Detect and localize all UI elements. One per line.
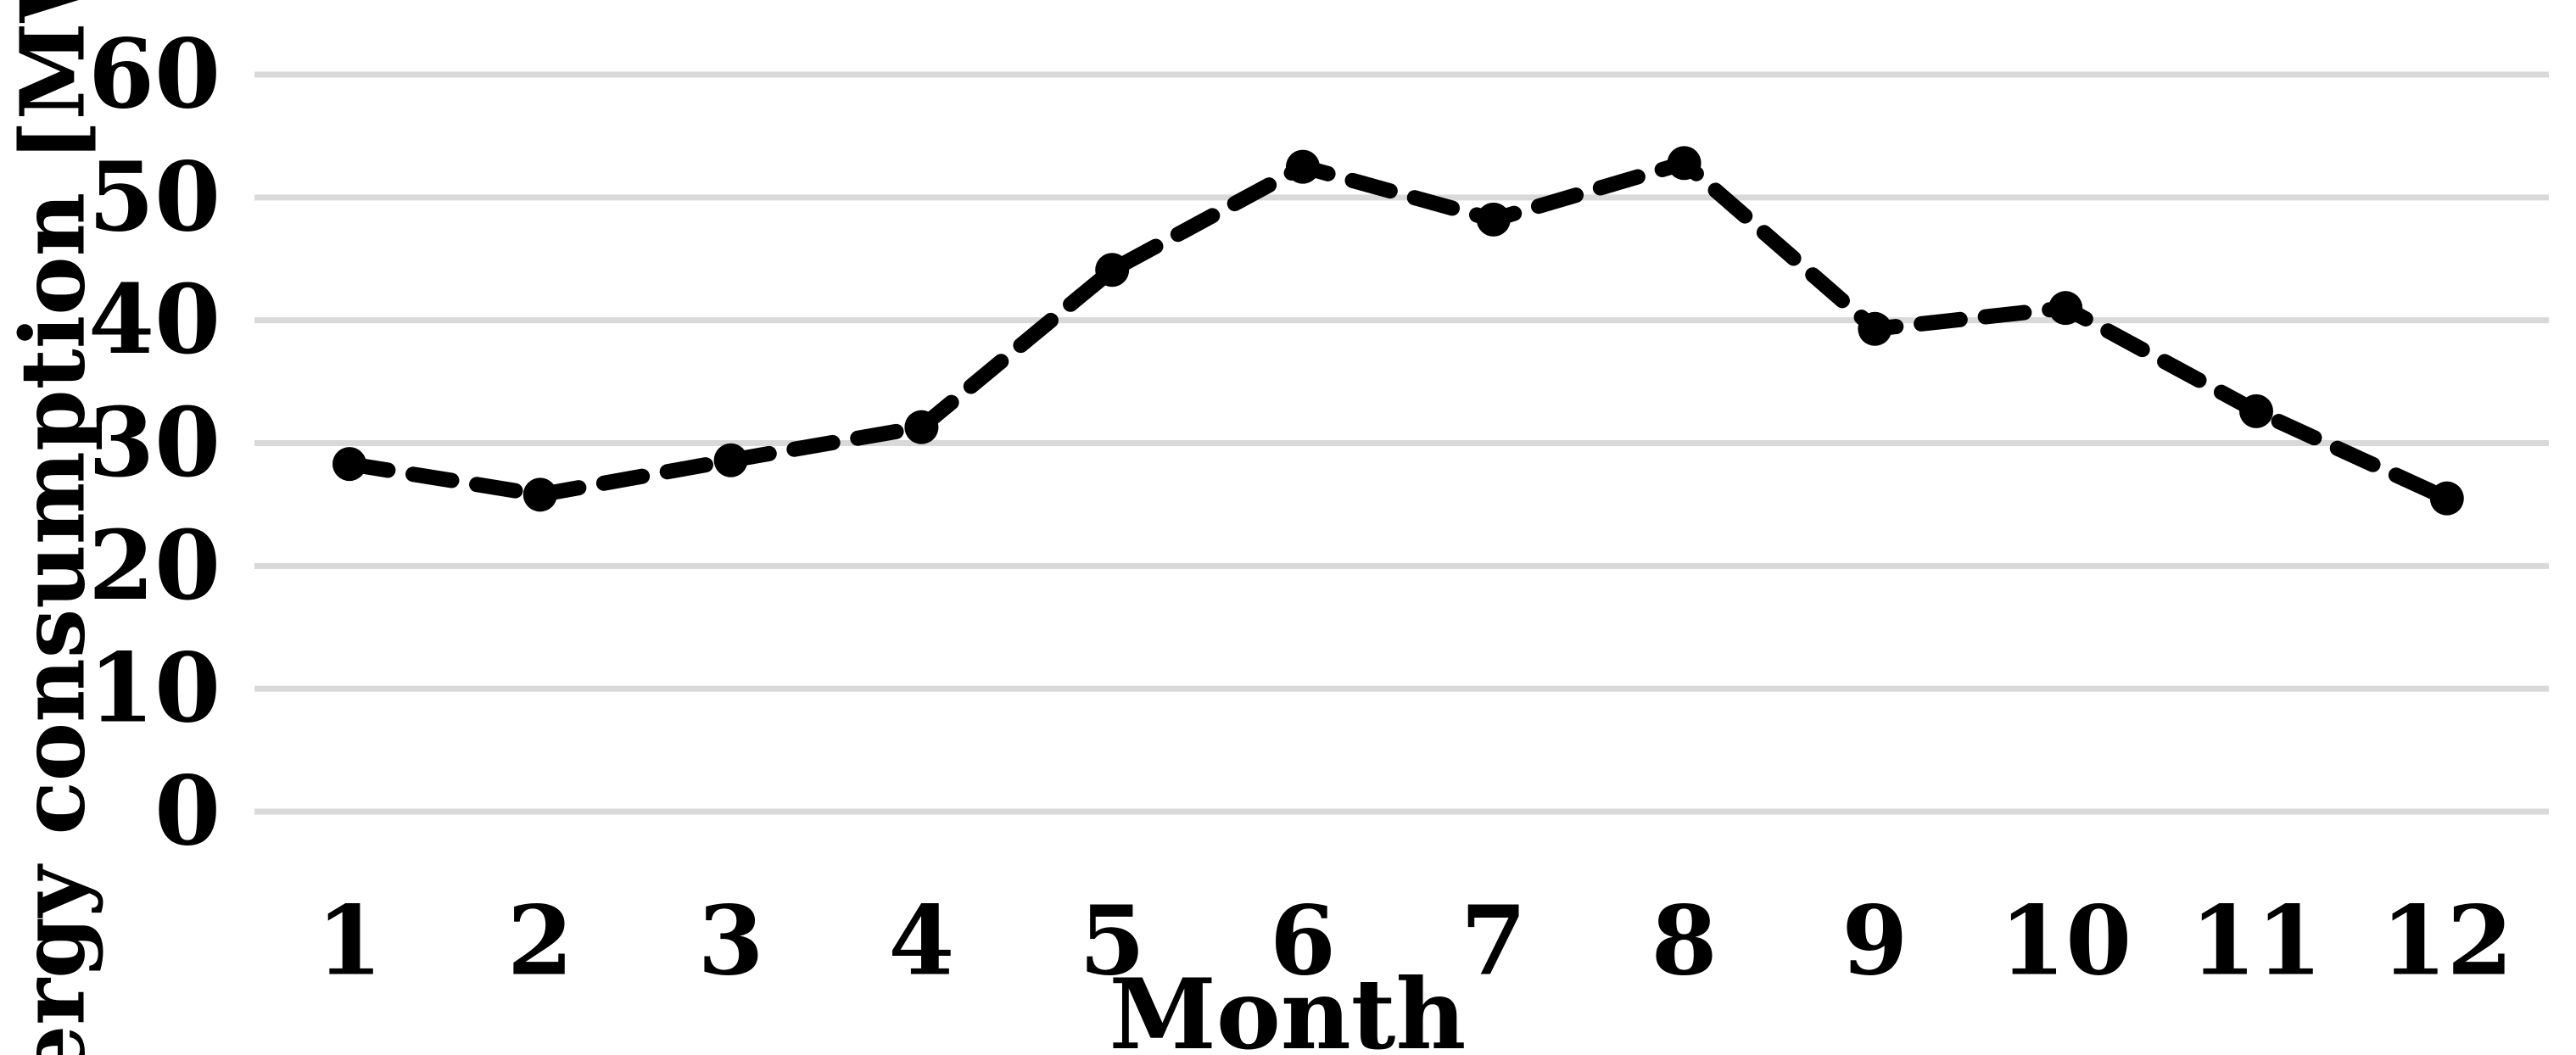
data-point-marker <box>904 410 939 444</box>
x-tick-label: 12 <box>2381 886 2513 997</box>
y-axis-title: Energy consumption [MW] <box>0 0 105 1055</box>
x-tick-label: 2 <box>507 886 573 997</box>
x-tick-label: 3 <box>698 886 764 997</box>
data-point-marker <box>713 443 748 477</box>
y-tick-label: 40 <box>88 265 221 376</box>
x-tick-labels: 1 2 3 4 5 6 7 8 9 10 11 12 <box>316 886 2513 997</box>
x-tick-label: 6 <box>1270 886 1336 997</box>
x-tick-label: 11 <box>2190 886 2322 997</box>
x-tick-label: 9 <box>1841 886 1908 997</box>
y-tick-label: 60 <box>88 20 221 131</box>
data-point-marker <box>332 447 366 482</box>
x-tick-label: 5 <box>1079 886 1145 997</box>
series-line <box>342 155 2455 506</box>
data-point-marker <box>1667 146 1702 181</box>
y-tick-label: 0 <box>154 756 221 868</box>
y-tick-label: 50 <box>88 142 221 253</box>
x-tick-label: 7 <box>1461 886 1527 997</box>
x-tick-label: 8 <box>1651 886 1718 997</box>
gridlines <box>254 71 2549 815</box>
data-point-marker <box>1286 149 1320 184</box>
x-tick-label: 4 <box>888 886 954 997</box>
data-point-marker <box>2429 481 2464 516</box>
x-axis-title: Month <box>1109 957 1467 1055</box>
x-tick-label: 10 <box>1999 886 2132 997</box>
data-point-marker <box>2048 291 2083 326</box>
data-point-marker <box>1858 311 1892 346</box>
data-point-marker <box>2239 394 2273 428</box>
y-tick-label: 30 <box>88 388 221 499</box>
data-point-marker <box>1095 253 1130 287</box>
y-tick-label: 20 <box>88 511 221 622</box>
x-tick-label: 1 <box>316 886 383 997</box>
y-tick-label: 10 <box>88 634 221 745</box>
data-point-marker <box>522 477 557 512</box>
data-point-marker <box>1476 202 1511 237</box>
series <box>332 146 2464 516</box>
